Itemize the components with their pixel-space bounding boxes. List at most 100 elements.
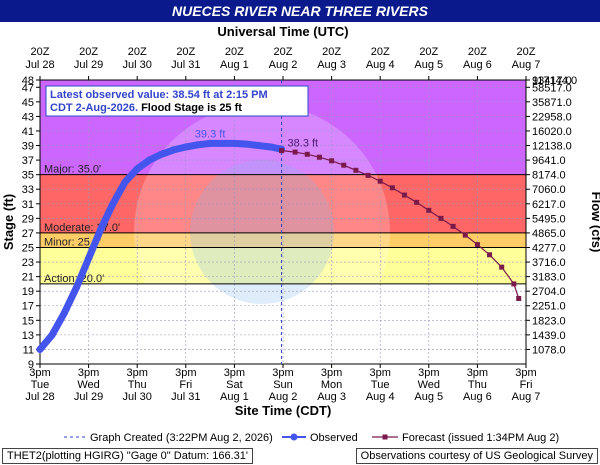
y-tick-label: 25 (22, 242, 34, 254)
forecast-point (511, 281, 517, 287)
watermark-seal (134, 104, 390, 360)
observed-point (97, 225, 105, 233)
observed-point (85, 254, 93, 262)
y-tick-label: 9 (28, 359, 34, 371)
y2-tick-label: 1439.0 (532, 330, 566, 342)
y2-tick-label: 93417.0 (532, 75, 572, 87)
y-tick-label: 19 (22, 286, 34, 298)
y2-tick-label: 1823.0 (532, 315, 566, 327)
observed-point (230, 139, 238, 147)
x-top-tick-date: Aug 1 (220, 59, 249, 71)
forecast-point (341, 162, 347, 168)
forecast-point (516, 295, 522, 301)
x-top-tick-date: Aug 4 (366, 59, 395, 71)
observed-point (267, 143, 275, 151)
y2-tick-label: 22958.0 (532, 111, 572, 123)
y2-tick-label: 6217.0 (532, 199, 566, 211)
forecast-point (389, 185, 395, 191)
x-top-tick-date: Aug 5 (414, 59, 443, 71)
y-tick-label: 48 (22, 75, 34, 87)
x-bottom-tick-time: 3pm (515, 367, 536, 379)
info-line-2: CDT 2-Aug-2026. Flood Stage is 25 ft (50, 102, 242, 114)
y-tick-label: 43 (22, 111, 34, 123)
legend-forecast-marker (382, 434, 388, 440)
y2-tick-label: 1078.0 (532, 344, 566, 356)
y2-tick-label: 4277.0 (532, 242, 566, 254)
x-top-tick-time: 20Z (517, 46, 536, 58)
y-axis-title: Stage (ft) (1, 194, 16, 250)
top-axis-title: Universal Time (UTC) (217, 24, 348, 39)
y2-tick-label: 4865.0 (532, 228, 566, 240)
x-top-tick-time: 20Z (419, 46, 438, 58)
x-bottom-tick-day: Wed (418, 379, 440, 391)
x-top-tick-time: 20Z (225, 46, 244, 58)
x-bottom-tick-time: 3pm (175, 367, 196, 379)
x-top-tick-date: Jul 29 (74, 59, 103, 71)
observed-point (218, 139, 226, 147)
y2-tick-label: 2251.0 (532, 301, 566, 313)
forecast-point (414, 199, 420, 205)
x-top-tick-time: 20Z (176, 46, 195, 58)
legend-observed-label: Observed (310, 432, 358, 444)
x-top-tick-time: 20Z (79, 46, 98, 58)
x-bottom-tick-date: Jul 30 (123, 391, 152, 403)
observed-point (109, 200, 117, 208)
x-top-tick-time: 20Z (128, 46, 147, 58)
x-bottom-tick-date: Aug 5 (414, 391, 443, 403)
legend-graph-created-label: Graph Created (3:22PM Aug 2, 2026) (90, 432, 273, 444)
x-bottom-tick-day: Sun (273, 379, 293, 391)
chart-title: NUECES RIVER NEAR THREE RIVERS (0, 0, 600, 22)
observed-point (170, 146, 178, 154)
x-bottom-tick-time: 3pm (29, 367, 50, 379)
y-tick-label: 21 (22, 272, 34, 284)
observed-point (72, 284, 80, 292)
y2-tick-label: 12138.0 (532, 141, 572, 153)
legend-observed-marker (290, 433, 298, 441)
y-tick-label: 37 (22, 155, 34, 167)
y-tick-label: 11 (23, 344, 34, 356)
x-bottom-tick-date: Jul 31 (171, 391, 200, 403)
forecast-point (353, 167, 359, 173)
y-tick-label: 39 (22, 141, 34, 153)
forecast-point (499, 264, 505, 270)
x-top-tick-date: Aug 6 (463, 59, 492, 71)
observed-point (255, 142, 263, 150)
datum-footer: THET2(plotting HGIRG) "Gage 0" Datum: 16… (2, 448, 254, 464)
observed-point (48, 331, 56, 339)
forecast-point (438, 215, 444, 221)
x-bottom-tick-date: Aug 2 (269, 391, 298, 403)
y2-tick-label: 16020.0 (532, 126, 572, 138)
x-top-tick-date: Jul 31 (171, 59, 200, 71)
forecast-point (402, 192, 407, 198)
y-tick-label: 41 (22, 126, 34, 138)
x-bottom-tick-day: Fri (520, 379, 533, 391)
forecast-point (292, 149, 298, 155)
y-tick-label: 27 (22, 228, 34, 240)
observed-point (60, 309, 68, 317)
forecast-point (304, 151, 310, 157)
x-bottom-tick-day: Thu (468, 379, 487, 391)
forecast-point (462, 232, 468, 238)
forecast-point (365, 172, 371, 178)
y2-axis-title: Flow (cfs) (589, 192, 600, 253)
y2-tick-label: 9641.0 (532, 155, 566, 167)
forecast-point (426, 207, 432, 213)
x-bottom-tick-day: Sat (226, 379, 243, 391)
x-bottom-tick-day: Mon (321, 379, 342, 391)
forecast-point (474, 242, 480, 248)
y-tick-label: 23 (22, 257, 34, 269)
y-tick-label: 29 (22, 213, 34, 225)
x-bottom-tick-day: Tue (371, 379, 390, 391)
x-top-tick-date: Aug 3 (317, 59, 346, 71)
forecast-point (487, 252, 493, 258)
y2-tick-label: 58517.0 (532, 82, 572, 94)
forecast-point (450, 223, 456, 229)
observed-point (182, 143, 190, 151)
zone-label-major: Major: 35.0' (44, 164, 101, 176)
x-bottom-tick-date: Aug 6 (463, 391, 492, 403)
x-bottom-tick-day: Wed (77, 379, 99, 391)
y2-tick-label: 2704.0 (532, 286, 566, 298)
observed-point (36, 345, 44, 353)
credits-footer: Observations courtesy of US Geological S… (355, 448, 598, 464)
